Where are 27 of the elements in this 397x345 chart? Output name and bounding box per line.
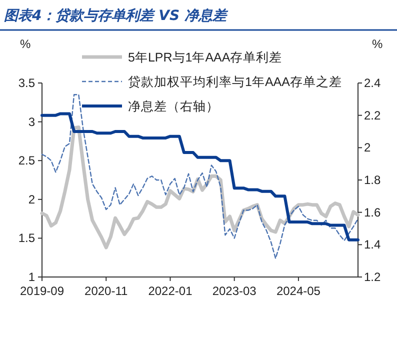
x-tick-label: 2020-11 bbox=[84, 284, 128, 298]
legend-label: 净息差（右轴） bbox=[128, 100, 219, 114]
y2-tick-label: 1.6 bbox=[364, 205, 382, 220]
y-tick-label: 2.5 bbox=[18, 154, 36, 168]
y2-tick-label: 2 bbox=[364, 140, 371, 155]
y-tick-label: 1 bbox=[28, 270, 36, 284]
y-axis-title: % bbox=[20, 37, 31, 51]
y-tick-label: 3.5 bbox=[18, 76, 36, 90]
y2-tick-label: 2.4 bbox=[364, 76, 382, 90]
y2-tick-label: 2.2 bbox=[364, 108, 382, 122]
y2-tick-label: 1.2 bbox=[364, 270, 382, 284]
y-tick-label: 3 bbox=[28, 114, 36, 129]
y-tick-label: 1.5 bbox=[18, 231, 36, 246]
y2-axis-title: % bbox=[372, 37, 383, 51]
chart-title: 图表4：贷款与存单利差 VS 净息差 bbox=[4, 7, 228, 24]
line-series bbox=[41, 94, 359, 259]
x-tick-label: 2024-05 bbox=[276, 284, 321, 298]
legend-label: 5年LPR与1年AAA存单利差 bbox=[128, 50, 282, 64]
legend-label: 贷款加权平均利率与1年AAA存单之差 bbox=[128, 74, 342, 89]
line-series bbox=[40, 112, 360, 242]
y-tick-label: 2 bbox=[28, 192, 36, 206]
x-tick-label: 2019-09 bbox=[20, 284, 64, 298]
y2-tick-label: 1.4 bbox=[364, 238, 382, 252]
x-tick-label: 2023-03 bbox=[212, 284, 257, 298]
y2-tick-label: 1.8 bbox=[364, 173, 382, 187]
line-series bbox=[40, 125, 360, 250]
x-tick-label: 2022-01 bbox=[148, 284, 193, 298]
